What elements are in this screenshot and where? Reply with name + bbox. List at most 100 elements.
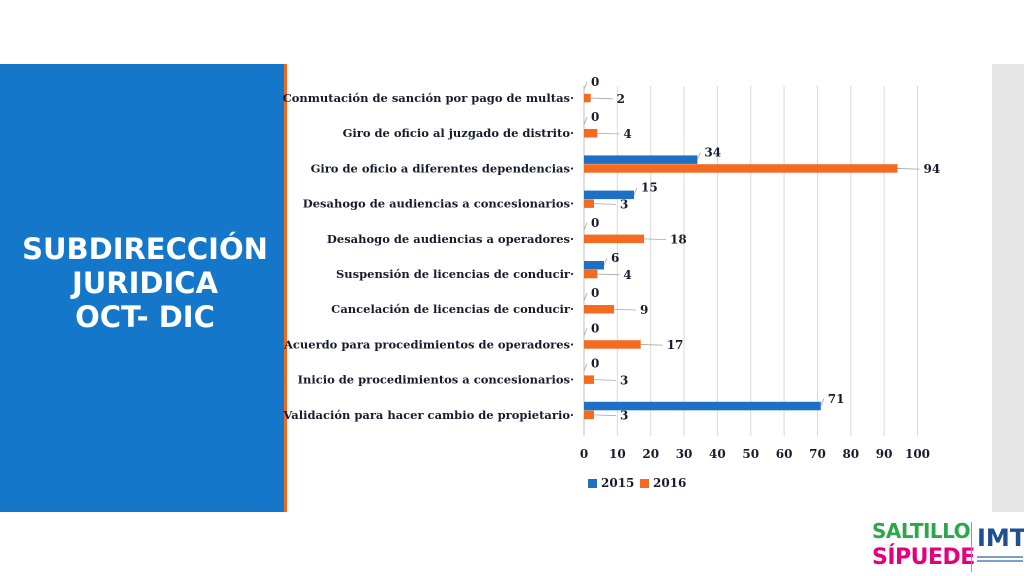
x-tick-label: 60 — [776, 447, 793, 461]
x-tick-label: 0 — [580, 447, 588, 461]
category-label-dot: · — [570, 267, 574, 281]
leader-line — [697, 152, 701, 160]
category-label: Suspensión de licencias de conducir — [336, 267, 571, 281]
data-label-2016: 94 — [923, 162, 940, 176]
leader-line — [897, 168, 920, 170]
logo-imt-subtitle — [977, 556, 1023, 558]
saltillo-imt-logo: SALTILLO SÍPUEDE IMT — [868, 518, 1024, 576]
x-tick-label: 100 — [905, 447, 930, 461]
title-panel — [0, 64, 287, 512]
data-label-2015: 34 — [704, 145, 721, 159]
x-tick-label: 40 — [709, 447, 726, 461]
data-label-2015: 71 — [828, 392, 845, 406]
leader-line — [593, 203, 617, 205]
leader-line — [583, 222, 588, 231]
bar-2016 — [584, 93, 591, 103]
category-label-dot: · — [570, 232, 574, 246]
category-label-dot: · — [570, 126, 574, 140]
bar-2016 — [584, 305, 615, 314]
leader-line — [644, 238, 667, 240]
legend-label-2015: 2015 — [601, 476, 634, 490]
category-label: Inicio de procedimientos a concesionario… — [298, 373, 570, 387]
category-label: Acuerdo para procedimientos de operadore… — [283, 337, 570, 351]
data-label-2015: 0 — [591, 110, 599, 124]
category-label: Validación para hacer cambio de propieta… — [282, 408, 570, 422]
logo-sipuede-text: SÍPUEDE — [872, 545, 975, 570]
category-label-dot: · — [570, 337, 574, 351]
category-label: Desahogo de audiencias a concesionarios — [303, 197, 570, 211]
bar-2016 — [584, 375, 595, 384]
data-label-2016: 9 — [640, 303, 648, 317]
category-label: Desahogo de audiencias a operadores — [327, 232, 570, 246]
leader-line — [640, 344, 663, 346]
bar-2016 — [584, 269, 598, 279]
logo-divider — [971, 522, 972, 572]
data-label-2016: 4 — [623, 268, 631, 282]
leader-line — [633, 187, 638, 196]
x-tick-label: 10 — [609, 447, 626, 461]
data-label-2016: 2 — [617, 92, 625, 106]
leader-line — [583, 81, 588, 90]
leader-line — [593, 414, 617, 416]
data-label-2015: 6 — [611, 251, 619, 265]
title-line-2: JURIDICA — [71, 266, 219, 300]
data-label-2015: 0 — [591, 216, 599, 230]
leader-line — [597, 132, 620, 135]
leader-line — [603, 257, 608, 266]
category-label: Cancelación de licencias de conducir — [331, 302, 571, 316]
data-label-2015: 0 — [591, 75, 599, 89]
bar-2016 — [584, 410, 595, 420]
data-label-2015: 15 — [641, 181, 658, 195]
legend-swatch-2016 — [640, 479, 649, 488]
data-label-2016: 3 — [620, 409, 628, 423]
category-label: Giro de oficio a diferentes dependencias — [311, 161, 570, 175]
bar-2015 — [584, 401, 821, 411]
leader-line — [583, 117, 588, 125]
leader-line — [597, 273, 620, 276]
x-tick-label: 20 — [642, 447, 659, 461]
category-label-dot: · — [570, 197, 574, 211]
x-tick-label: 90 — [876, 447, 893, 461]
data-label-2016: 17 — [667, 338, 684, 352]
leader-line — [590, 97, 613, 100]
x-tick-label: 30 — [676, 447, 693, 461]
category-label: Giro de oficio al juzgado de distrito — [343, 126, 571, 140]
leader-line — [583, 363, 588, 372]
bar-2016 — [584, 340, 641, 349]
decorative-strip — [992, 64, 1024, 512]
leader-line — [583, 293, 588, 301]
bar-2016 — [584, 234, 645, 244]
category-label: Conmutación de sanción por pago de multa… — [283, 91, 570, 105]
category-label-dot: · — [570, 408, 574, 422]
legend-swatch-2015 — [588, 479, 597, 488]
bar-2016 — [584, 199, 595, 208]
leader-line — [583, 328, 588, 336]
data-label-2016: 18 — [670, 233, 687, 247]
slide-title: SUBDIRECCIÓN JURIDICA OCT- DIC — [0, 232, 290, 334]
logo-saltillo-text: SALTILLO — [872, 519, 971, 543]
x-tick-label: 80 — [842, 447, 859, 461]
data-label-2015: 0 — [591, 286, 599, 300]
x-tick-label: 50 — [742, 447, 759, 461]
bar-2016 — [584, 164, 898, 173]
category-label-dot: · — [570, 161, 574, 175]
title-line-3: OCT- DIC — [75, 300, 215, 334]
category-label-dot: · — [570, 91, 574, 105]
leader-line — [614, 308, 637, 311]
logo-imt-text: IMT — [977, 524, 1024, 552]
data-label-2016: 3 — [620, 373, 628, 387]
bar-2015 — [584, 190, 635, 200]
bar-2015 — [584, 261, 605, 270]
legend-label-2016: 2016 — [653, 476, 686, 490]
data-label-2016: 4 — [623, 127, 631, 141]
title-line-1: SUBDIRECCIÓN — [22, 232, 268, 266]
category-label-dot: · — [570, 373, 574, 387]
leader-line — [593, 379, 617, 381]
leader-line — [820, 398, 825, 407]
data-label-2016: 3 — [620, 197, 628, 211]
data-label-2015: 0 — [591, 321, 599, 335]
bar-2016 — [584, 129, 598, 138]
data-label-2015: 0 — [591, 357, 599, 371]
bar-2015 — [584, 155, 698, 164]
